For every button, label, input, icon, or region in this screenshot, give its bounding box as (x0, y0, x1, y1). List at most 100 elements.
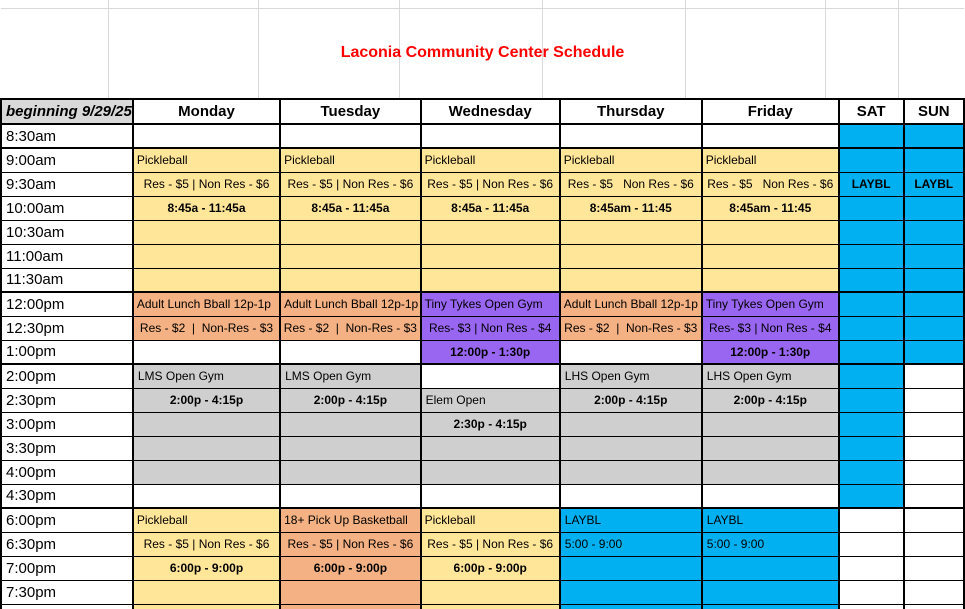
cell-sun-3-30pm[interactable] (902, 435, 965, 461)
cell-thursday-7-30pm[interactable] (558, 579, 703, 605)
cell-friday-6-00pm[interactable]: LAYBL (700, 507, 840, 533)
cell-sun-4-30pm[interactable] (902, 483, 965, 509)
cell-wednesday-12-30pm[interactable]: Res- $3 | Non Res - $4 (419, 315, 561, 341)
cell-sat-7-30pm[interactable] (837, 579, 905, 605)
cell-monday-3-00pm[interactable] (131, 411, 282, 437)
day-header-thursday[interactable]: Thursday (558, 98, 703, 125)
cell-sat-6-00pm[interactable] (837, 507, 905, 533)
time-label-6-00pm[interactable]: 6:00pm (0, 507, 134, 533)
day-header-friday[interactable]: Friday (700, 98, 840, 125)
cell-monday-9-30am[interactable]: Res - $5 | Non Res - $6 (131, 171, 282, 197)
cell-tuesday-11-00am[interactable] (279, 243, 422, 269)
cell-sun-10-00am[interactable] (902, 195, 965, 221)
cell-sun-11-30am[interactable] (902, 267, 965, 293)
cell-sun-6-00pm[interactable] (902, 507, 965, 533)
beginning-date-cell[interactable]: beginning 9/29/25 (0, 98, 134, 125)
cell-friday-4-00pm[interactable] (700, 459, 840, 485)
cell-thursday-12-30pm[interactable]: Res - $2 | Non-Res - $3 (558, 315, 703, 341)
cell-sun-3-00pm[interactable] (902, 411, 965, 437)
cell-friday-9-30am[interactable]: Res - $5 Non Res - $6 (700, 171, 840, 197)
cell-friday-8-00pm[interactable] (700, 603, 840, 609)
cell-sat-4-00pm[interactable] (837, 459, 905, 485)
cell-thursday-11-00am[interactable] (558, 243, 703, 269)
cell-friday-12-00pm[interactable]: Tiny Tykes Open Gym (700, 291, 840, 317)
cell-tuesday-2-30pm[interactable]: 2:00p - 4:15p (279, 387, 422, 413)
cell-thursday-4-00pm[interactable] (558, 459, 703, 485)
cell-wednesday-2-30pm[interactable]: Elem Open (419, 387, 561, 413)
cell-tuesday-7-00pm[interactable]: 6:00p - 9:00p (279, 555, 422, 581)
cell-sat-4-30pm[interactable] (837, 483, 905, 509)
cell-sat-1-00pm[interactable] (837, 339, 905, 365)
cell-thursday-2-00pm[interactable]: LHS Open Gym (558, 363, 703, 389)
cell-thursday-11-30am[interactable] (558, 267, 703, 293)
cell-wednesday-9-00am[interactable]: Pickleball (419, 147, 561, 173)
cell-friday-1-00pm[interactable]: 12:00p - 1:30p (700, 339, 840, 365)
cell-monday-4-30pm[interactable] (131, 483, 282, 509)
cell-monday-1-00pm[interactable] (131, 339, 282, 365)
cell-monday-2-00pm[interactable]: LMS Open Gym (131, 363, 282, 389)
cell-friday-2-30pm[interactable]: 2:00p - 4:15p (700, 387, 840, 413)
cell-tuesday-2-00pm[interactable]: LMS Open Gym (279, 363, 422, 389)
cell-tuesday-6-30pm[interactable]: Res - $5 | Non Res - $6 (279, 531, 422, 557)
day-header-tuesday[interactable]: Tuesday (279, 98, 422, 125)
cell-sun-12-30pm[interactable] (902, 315, 965, 341)
cell-thursday-12-00pm[interactable]: Adult Lunch Bball 12p-1p (558, 291, 703, 317)
cell-tuesday-1-00pm[interactable] (279, 339, 422, 365)
cell-sat-8-30am[interactable] (837, 123, 905, 149)
cell-monday-12-00pm[interactable]: Adult Lunch Bball 12p-1p (131, 291, 282, 317)
cell-wednesday-10-00am[interactable]: 8:45a - 11:45a (419, 195, 561, 221)
cell-tuesday-12-00pm[interactable]: Adult Lunch Bball 12p-1p (279, 291, 422, 317)
cell-friday-12-30pm[interactable]: Res- $3 | Non Res - $4 (700, 315, 840, 341)
cell-wednesday-10-30am[interactable] (419, 219, 561, 245)
cell-friday-7-30pm[interactable] (700, 579, 840, 605)
cell-friday-11-00am[interactable] (700, 243, 840, 269)
time-label-2-30pm[interactable]: 2:30pm (0, 387, 134, 413)
time-label-12-00pm[interactable]: 12:00pm (0, 291, 134, 317)
cell-thursday-9-30am[interactable]: Res - $5 Non Res - $6 (558, 171, 703, 197)
cell-friday-7-00pm[interactable] (700, 555, 840, 581)
cell-thursday-2-30pm[interactable]: 2:00p - 4:15p (558, 387, 703, 413)
cell-monday-12-30pm[interactable]: Res - $2 | Non-Res - $3 (131, 315, 282, 341)
cell-monday-4-00pm[interactable] (131, 459, 282, 485)
cell-thursday-9-00am[interactable]: Pickleball (558, 147, 703, 173)
cell-sun-2-30pm[interactable] (902, 387, 965, 413)
cell-wednesday-11-30am[interactable] (419, 267, 561, 293)
cell-sun-11-00am[interactable] (902, 243, 965, 269)
time-label-3-30pm[interactable]: 3:30pm (0, 435, 134, 461)
cell-tuesday-4-00pm[interactable] (279, 459, 422, 485)
cell-wednesday-3-30pm[interactable] (419, 435, 561, 461)
cell-thursday-6-30pm[interactable]: 5:00 - 9:00 (558, 531, 703, 557)
title-cell[interactable]: Laconia Community Center Schedule (1, 0, 964, 99)
cell-tuesday-8-00pm[interactable] (279, 603, 422, 609)
cell-tuesday-9-00am[interactable]: Pickleball (279, 147, 422, 173)
time-label-2-00pm[interactable]: 2:00pm (0, 363, 134, 389)
time-label-4-30pm[interactable]: 4:30pm (0, 483, 134, 509)
cell-monday-8-00pm[interactable] (131, 603, 282, 609)
cell-wednesday-2-00pm[interactable] (419, 363, 561, 389)
cell-wednesday-1-00pm[interactable]: 12:00p - 1:30p (419, 339, 561, 365)
time-label-1-00pm[interactable]: 1:00pm (0, 339, 134, 365)
time-label-8-00pm[interactable]: 8:00pm (0, 603, 134, 609)
time-label-12-30pm[interactable]: 12:30pm (0, 315, 134, 341)
cell-wednesday-6-00pm[interactable]: Pickleball (419, 507, 561, 533)
cell-sat-12-00pm[interactable] (837, 291, 905, 317)
cell-sat-9-30am[interactable]: LAYBL (837, 171, 905, 197)
cell-tuesday-10-00am[interactable]: 8:45a - 11:45a (279, 195, 422, 221)
time-label-9-00am[interactable]: 9:00am (0, 147, 134, 173)
cell-sun-9-00am[interactable] (902, 147, 965, 173)
cell-sun-8-30am[interactable] (902, 123, 965, 149)
cell-monday-2-30pm[interactable]: 2:00p - 4:15p (131, 387, 282, 413)
cell-tuesday-12-30pm[interactable]: Res - $2 | Non-Res - $3 (279, 315, 422, 341)
time-label-6-30pm[interactable]: 6:30pm (0, 531, 134, 557)
time-label-9-30am[interactable]: 9:30am (0, 171, 134, 197)
time-label-11-30am[interactable]: 11:30am (0, 267, 134, 293)
cell-sat-10-00am[interactable] (837, 195, 905, 221)
cell-thursday-10-00am[interactable]: 8:45am - 11:45 (558, 195, 703, 221)
cell-sun-1-00pm[interactable] (902, 339, 965, 365)
cell-thursday-1-00pm[interactable] (558, 339, 703, 365)
cell-thursday-10-30am[interactable] (558, 219, 703, 245)
day-header-sun[interactable]: SUN (902, 98, 965, 125)
cell-sun-10-30am[interactable] (902, 219, 965, 245)
cell-sat-9-00am[interactable] (837, 147, 905, 173)
cell-monday-9-00am[interactable]: Pickleball (131, 147, 282, 173)
